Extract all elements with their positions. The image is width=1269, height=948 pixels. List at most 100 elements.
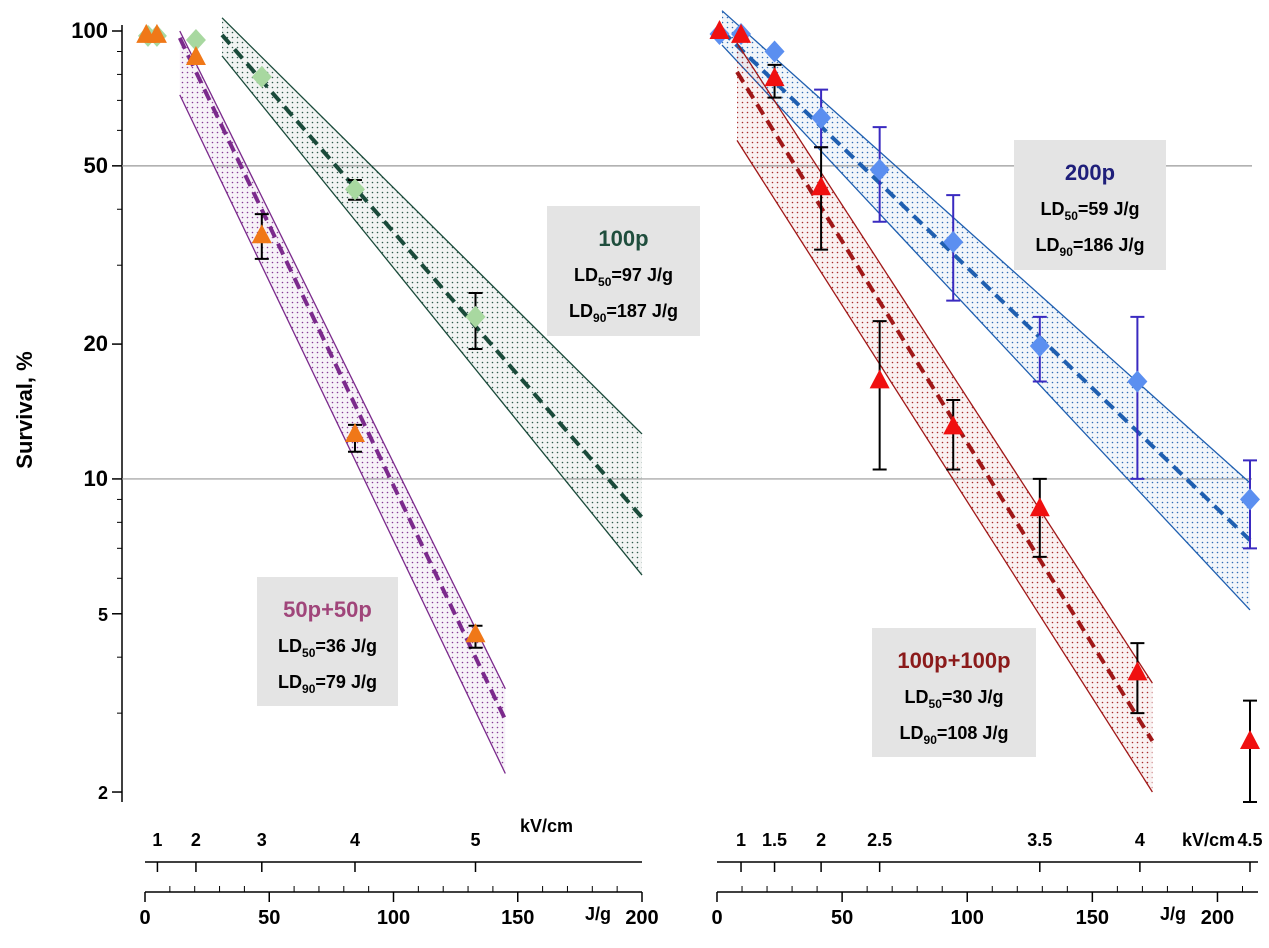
- x2-tick-label: 2: [191, 830, 201, 850]
- x-axis-label: J/g: [1160, 904, 1186, 924]
- annotation-text: =59 J/g: [1078, 199, 1140, 219]
- annotation-line: LD90=79 J/g: [278, 672, 377, 696]
- x-tick-label: 50: [258, 907, 280, 929]
- band-lower-edge: [221, 55, 643, 576]
- annotation-text: LD: [574, 265, 598, 285]
- data-point: [146, 23, 167, 43]
- data-point: [465, 305, 486, 328]
- band-upper-edge: [736, 42, 1153, 684]
- x-tick-label: 200: [1201, 907, 1234, 929]
- annotation-box: [547, 206, 700, 336]
- x-tick-label: 150: [501, 907, 534, 929]
- x-tick-label: 100: [951, 907, 984, 929]
- data-point: [943, 231, 964, 254]
- y-tick-label: 20: [84, 331, 108, 356]
- band-upper-edge: [179, 30, 506, 690]
- annotation-line: LD90=108 J/g: [900, 723, 1009, 747]
- x2-tick-label: 1: [736, 830, 746, 850]
- x2-tick-label: 4: [350, 830, 360, 850]
- x2-tick-label: 3: [257, 830, 267, 850]
- annotation-text: LD: [905, 687, 929, 707]
- annotation-text: =36 J/g: [315, 636, 377, 656]
- annotation-title: 50p+50p: [283, 597, 372, 622]
- data-point: [869, 158, 890, 181]
- data-point: [811, 106, 832, 129]
- x2-tick-label: 4.5: [1237, 830, 1262, 850]
- fit-line: [735, 70, 1155, 743]
- annotation-text: =97 J/g: [611, 265, 673, 285]
- x-tick-label: 50: [831, 907, 853, 929]
- annotation-subscript: 90: [924, 733, 938, 747]
- annotation-text: =79 J/g: [315, 672, 377, 692]
- x2-tick-label: 2: [816, 830, 826, 850]
- fit-line: [720, 29, 1252, 542]
- annotation-line: LD50=97 J/g: [574, 265, 673, 289]
- annotation-subscript: 90: [593, 311, 607, 325]
- annotation-text: LD: [1041, 199, 1065, 219]
- confidence-band: [737, 43, 1153, 793]
- data-point: [764, 40, 785, 63]
- fit-line: [177, 37, 508, 721]
- data-point: [811, 176, 832, 196]
- annotation-line: LD50=30 J/g: [905, 687, 1004, 711]
- data-point: [943, 415, 964, 435]
- data-point: [344, 422, 365, 442]
- data-point: [465, 623, 486, 643]
- annotation-text: LD: [278, 672, 302, 692]
- band-lower-edge: [721, 44, 1251, 611]
- annotation-box: [257, 577, 398, 706]
- error-bar: [1130, 315, 1145, 480]
- annotation-subscript: 90: [302, 682, 316, 696]
- data-point: [731, 23, 752, 43]
- data-point: [709, 20, 730, 39]
- data-point: [344, 178, 365, 201]
- annotation-subscript: 50: [1065, 209, 1079, 223]
- error-bar: [1032, 477, 1047, 558]
- x-tick-label: 0: [139, 907, 150, 929]
- data-point: [185, 28, 206, 51]
- annotation-box: [1014, 140, 1166, 270]
- x2-tick-label: 3.5: [1027, 830, 1052, 850]
- x2-axis-label: kV/cm: [1182, 830, 1235, 850]
- data-point: [1239, 729, 1260, 749]
- confidence-band-tint: [737, 43, 1153, 793]
- x-tick-label: 200: [625, 907, 658, 929]
- band-lower-edge: [179, 94, 506, 774]
- annotation-text: =186 J/g: [1073, 235, 1145, 255]
- annotation-line: LD90=187 J/g: [569, 301, 678, 325]
- x-axis-label: J/g: [585, 904, 611, 924]
- data-point: [1127, 370, 1148, 393]
- y-tick-label: 5: [98, 605, 108, 625]
- annotation-title: 100p: [598, 226, 648, 251]
- error-bar: [1243, 699, 1257, 803]
- annotation-text: LD: [1036, 235, 1060, 255]
- annotation-subscript: 50: [598, 275, 612, 289]
- band-lower-edge: [736, 140, 1153, 793]
- annotation-text: LD: [900, 723, 924, 743]
- annotation-text: =108 J/g: [937, 723, 1009, 743]
- annotation-text: LD: [569, 301, 593, 321]
- band-upper-edge: [221, 17, 643, 435]
- error-bar: [814, 146, 829, 251]
- y-tick-label: 50: [84, 153, 108, 178]
- x2-tick-label: 1.5: [762, 830, 787, 850]
- annotation-line: LD50=59 J/g: [1041, 199, 1140, 223]
- data-point: [1029, 335, 1050, 358]
- annotation-title: 200p: [1065, 160, 1115, 185]
- y-tick-label: 100: [71, 18, 108, 43]
- x2-tick-label: 1: [152, 830, 162, 850]
- y-axis-label: Survival, %: [12, 351, 37, 468]
- error-bar: [872, 320, 887, 471]
- annotation-text: =30 J/g: [942, 687, 1004, 707]
- annotation-subscript: 50: [929, 697, 943, 711]
- x-tick-label: 150: [1076, 907, 1109, 929]
- data-point: [869, 369, 890, 389]
- annotation-subscript: 50: [302, 646, 316, 660]
- annotation-title: 100p+100p: [897, 648, 1010, 673]
- data-point: [1239, 488, 1260, 511]
- x2-tick-label: 2.5: [867, 830, 892, 850]
- y-tick-label: 2: [98, 783, 108, 803]
- x-tick-label: 0: [711, 907, 722, 929]
- annotation-line: LD90=186 J/g: [1036, 235, 1145, 259]
